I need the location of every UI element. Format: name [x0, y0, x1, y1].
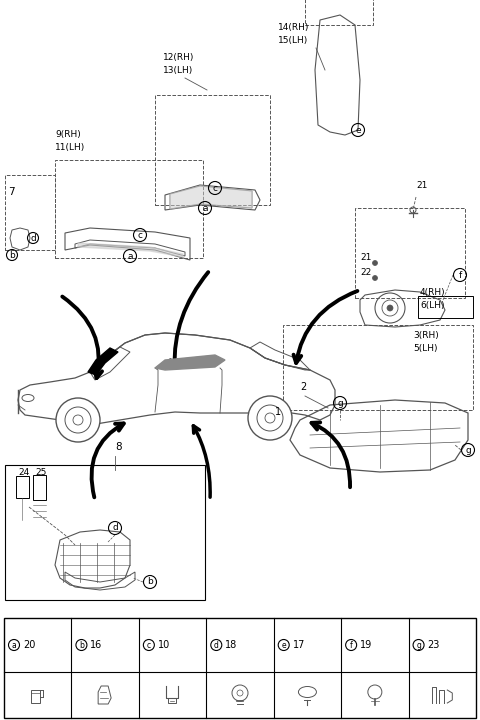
Bar: [283, 325, 473, 410]
Text: 18: 18: [225, 640, 238, 650]
Text: 5(LH): 5(LH): [413, 344, 437, 353]
Bar: [355, 208, 465, 298]
Polygon shape: [78, 243, 183, 257]
Bar: [16, 476, 29, 498]
Circle shape: [56, 398, 100, 442]
Circle shape: [372, 261, 377, 266]
Polygon shape: [155, 355, 225, 370]
Text: 23: 23: [428, 640, 440, 650]
Text: b: b: [79, 641, 84, 649]
Bar: [33, 475, 46, 500]
Text: 3(RH): 3(RH): [413, 331, 439, 340]
Text: 20: 20: [23, 640, 36, 650]
Text: 6(LH): 6(LH): [420, 301, 444, 310]
Text: 4(RH): 4(RH): [420, 288, 445, 297]
Bar: [31, 690, 40, 703]
Text: 25: 25: [35, 468, 47, 477]
Text: 9(RH): 9(RH): [55, 130, 81, 139]
Text: c: c: [137, 230, 143, 240]
Text: f: f: [458, 271, 462, 279]
Bar: [418, 296, 473, 318]
Text: g: g: [337, 398, 343, 408]
Text: d: d: [112, 523, 118, 533]
Polygon shape: [88, 348, 118, 375]
Text: d: d: [214, 641, 219, 649]
Text: f: f: [350, 641, 352, 649]
Text: 2: 2: [300, 382, 306, 392]
Bar: [55, 160, 203, 258]
Text: d: d: [30, 233, 36, 243]
Text: c: c: [213, 184, 217, 192]
Text: 10: 10: [158, 640, 170, 650]
Text: b: b: [147, 577, 153, 587]
Text: c: c: [147, 641, 151, 649]
Text: 12(RH): 12(RH): [163, 53, 194, 62]
Text: a: a: [202, 204, 208, 212]
Text: 15(LH): 15(LH): [278, 36, 308, 45]
Text: 24: 24: [18, 468, 29, 477]
Bar: [168, 698, 176, 703]
Text: 16: 16: [90, 640, 103, 650]
Text: b: b: [9, 251, 15, 259]
Polygon shape: [170, 186, 252, 209]
Text: 19: 19: [360, 640, 372, 650]
Text: 21: 21: [416, 181, 427, 190]
Text: 17: 17: [293, 640, 305, 650]
Bar: [305, 0, 373, 25]
Text: g: g: [416, 641, 421, 649]
Bar: [5, 175, 55, 250]
Text: 8: 8: [115, 442, 121, 452]
Circle shape: [372, 276, 377, 281]
Text: 1: 1: [275, 407, 281, 417]
Text: a: a: [127, 251, 133, 261]
Bar: [155, 95, 270, 205]
Text: 21: 21: [360, 253, 372, 262]
Text: 14(RH): 14(RH): [278, 23, 310, 32]
Text: 13(LH): 13(LH): [163, 66, 193, 75]
Bar: [5, 465, 205, 600]
Text: 7: 7: [8, 187, 14, 197]
Text: a: a: [12, 641, 16, 649]
Text: e: e: [355, 125, 361, 135]
Text: g: g: [465, 446, 471, 454]
Circle shape: [387, 305, 393, 311]
Text: 22: 22: [360, 268, 371, 277]
Text: e: e: [281, 641, 286, 649]
Text: 11(LH): 11(LH): [55, 143, 85, 152]
Circle shape: [248, 396, 292, 440]
Bar: [4, 618, 476, 718]
